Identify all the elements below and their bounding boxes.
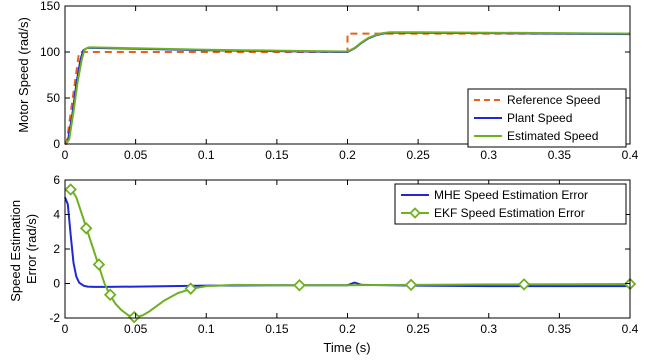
- y-tick-label: -2: [49, 311, 60, 325]
- legend-label: MHE Speed Estimation Error: [434, 188, 588, 202]
- motor-speed-ylabel: Motor Speed (rad/s): [16, 17, 31, 133]
- y-tick-label: 150: [40, 0, 60, 13]
- diamond-marker: [404, 278, 418, 292]
- estimation-error-ylabel: Speed Estimation Error (rad/s): [8, 196, 39, 302]
- diamond-marker: [293, 278, 306, 292]
- diamond-marker: [103, 288, 117, 301]
- x-tick-label: 0.35: [548, 148, 572, 162]
- estimation-error-ylabel-line-2: Error (rad/s): [24, 214, 39, 284]
- x-tick-label: 0.25: [406, 322, 430, 336]
- legend-label: Estimated Speed: [507, 129, 598, 143]
- x-tick-label: 0.1: [198, 148, 215, 162]
- legend-label: Reference Speed: [507, 93, 600, 107]
- diamond-marker: [92, 258, 106, 271]
- estimation-error-ylabel-line-1: Speed Estimation: [8, 200, 23, 302]
- x-tick-label: 0.15: [265, 148, 289, 162]
- motor-speed-legend: Reference Speed Plant Speed Estimated Spee…: [467, 88, 627, 148]
- x-tick-label: 0.2: [339, 148, 356, 162]
- x-tick-label: 0.05: [124, 322, 148, 336]
- panel-motor-speed: 0 0.05 0.1 0.15 0.2 0.25 0.3 0.35 0.4 0 50 100 150 M…: [16, 0, 639, 162]
- diamond-marker: [517, 278, 531, 291]
- legend-diamond-marker: [409, 207, 421, 219]
- estimation-error-legend: MHE Speed Estimation Error EKF Speed Esti…: [394, 183, 627, 225]
- diamond-marker: [127, 310, 141, 324]
- x-tick-label: 0.05: [124, 148, 148, 162]
- time-xlabel: Time (s): [323, 340, 370, 355]
- y-tick-label: 0: [53, 277, 60, 291]
- x-tick-label: 0.1: [198, 322, 215, 336]
- y-tick-label: 6: [53, 173, 60, 187]
- y-tick-label: 100: [40, 45, 60, 59]
- legend-box: [394, 183, 627, 225]
- y-tick-label: 4: [53, 208, 60, 222]
- estimation-error-plot-area: [64, 183, 637, 324]
- diamond-marker: [79, 222, 93, 235]
- x-tick-label: 0.4: [622, 148, 639, 162]
- x-tick-label: 0.2: [339, 322, 356, 336]
- x-tick-label: 0.25: [406, 148, 430, 162]
- x-tick-label: 0.3: [480, 148, 497, 162]
- x-tick-label: 0: [62, 148, 69, 162]
- series-line-estimated-speed: [64, 31, 631, 145]
- y-tick-label: 2: [53, 242, 60, 256]
- y-tick-label: 50: [47, 91, 61, 105]
- x-tick-label: 0.35: [548, 322, 572, 336]
- x-tick-label: 0.15: [265, 322, 289, 336]
- y-tick-label: 0: [53, 137, 60, 151]
- x-tick-label: 0.3: [480, 322, 497, 336]
- x-tick-label: 0.4: [622, 322, 639, 336]
- legend-label: EKF Speed Estimation Error: [434, 206, 585, 220]
- diamond-marker: [184, 282, 197, 295]
- diamond-marker: [64, 183, 77, 196]
- motor-speed-ticks: 0 0.05 0.1 0.15 0.2 0.25 0.3 0.35 0.4 0 50 100 150: [40, 0, 639, 162]
- x-tick-label: 0: [62, 322, 69, 336]
- legend-label: Plant Speed: [507, 111, 572, 125]
